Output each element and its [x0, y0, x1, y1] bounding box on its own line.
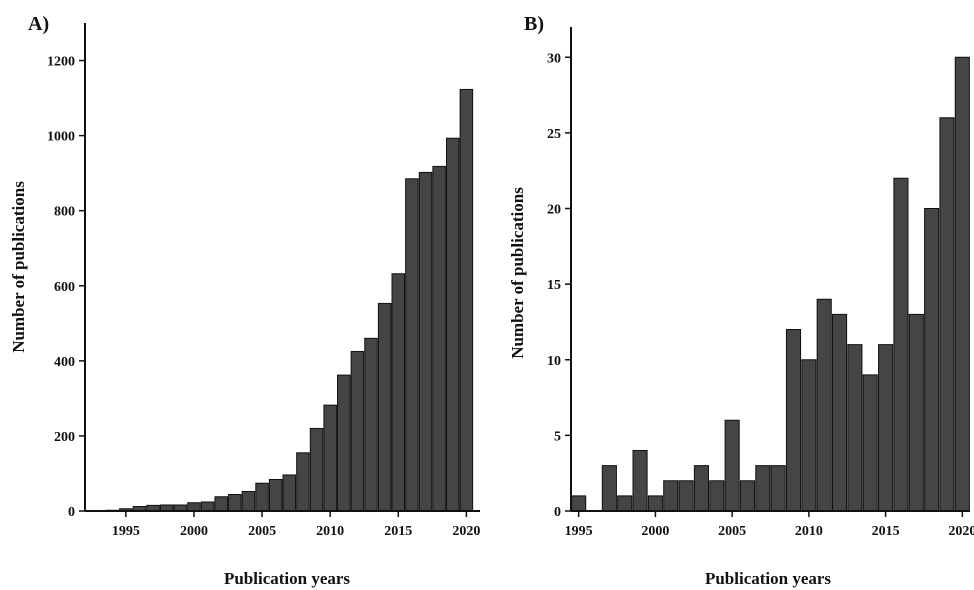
chart-a-bar-2012 — [350, 350, 365, 512]
chart-a-bar-2015 — [391, 273, 406, 512]
chart-b-bar-2001 — [663, 480, 679, 512]
chart-b-bar-2015 — [878, 344, 894, 512]
chart-b-bar-1999 — [632, 450, 648, 512]
chart-b-bar-2013 — [847, 344, 863, 512]
chart-a-bar-2009 — [309, 427, 324, 512]
chart-b-y-tick-label: 30 — [547, 51, 561, 66]
chart-b-x-tick-label: 2020 — [948, 524, 974, 539]
chart-b-xticks: 1995 2000 2005 2010 2015 2020 — [565, 511, 974, 539]
chart-a-x-tick-label: 2005 — [248, 524, 276, 539]
chart-b-bar-2002 — [678, 480, 694, 512]
chart-a-bar-2016 — [405, 178, 419, 512]
chart-b-y-axis-title: Number of publications — [508, 187, 527, 359]
chart-b-bar-2000 — [647, 495, 663, 512]
chart-a-bar-2018 — [432, 165, 446, 512]
chart-a-x-tick-label: 2010 — [316, 524, 344, 539]
chart-b-bar-2006 — [739, 480, 756, 512]
chart-b-bar-2012 — [832, 313, 848, 512]
chart-a-bar-2013 — [364, 337, 378, 512]
chart-b-y-tick-label: 0 — [554, 505, 561, 520]
chart-a-bar-2001 — [200, 501, 215, 512]
chart-b: B) 0 5 10 15 20 25 30 1995 2000 2005 2010 2015 2020… — [508, 13, 974, 588]
chart-b-bar-2007 — [755, 465, 771, 512]
chart-a-xticks: 1995 2000 2005 2010 2015 2020 — [112, 511, 480, 539]
chart-a-y-tick-label: 1000 — [47, 130, 75, 145]
chart-a-x-tick-label: 2000 — [180, 524, 208, 539]
chart-b-bar-2019 — [939, 117, 955, 512]
chart-a-bar-2020 — [459, 88, 474, 512]
panel-b-label: B) — [524, 13, 544, 35]
chart-b-bar-2004 — [709, 480, 725, 512]
chart-b-bar-2010 — [801, 359, 817, 512]
chart-a-y-axis-title: Number of publications — [9, 181, 28, 353]
chart-a-bar-2006 — [268, 478, 283, 512]
chart-a-bar-2003 — [228, 493, 242, 512]
chart-b-x-axis-title: Publication years — [705, 569, 831, 588]
chart-b-bar-2018 — [924, 208, 940, 512]
chart-b-bar-1995 — [571, 495, 587, 512]
chart-a-y-tick-label: 0 — [68, 505, 75, 520]
chart-a: A) 0 200 400 600 800 1000 1200 1995 2000 2005 201… — [9, 13, 480, 588]
chart-b-bar-2014 — [862, 374, 878, 512]
panel-a-label: A) — [28, 13, 49, 35]
chart-b-bar-2020 — [954, 56, 970, 512]
chart-a-bar-2010 — [323, 404, 337, 512]
chart-a-bar-2002 — [214, 496, 228, 512]
chart-b-y-tick-label: 10 — [547, 354, 561, 369]
chart-a-bars — [105, 88, 474, 512]
chart-a-bar-2007 — [282, 474, 297, 512]
chart-b-bar-2008 — [770, 465, 786, 512]
chart-b-y-tick-label: 20 — [547, 203, 561, 218]
chart-a-bar-2000 — [187, 502, 201, 512]
chart-a-bar-2014 — [377, 302, 392, 512]
chart-b-bar-2009 — [785, 329, 802, 512]
chart-b-x-tick-label: 2005 — [718, 524, 746, 539]
chart-b-bar-2003 — [693, 465, 710, 512]
chart-a-x-tick-label: 2015 — [384, 524, 412, 539]
chart-a-x-tick-label: 2020 — [452, 524, 480, 539]
chart-a-bar-2005 — [255, 482, 269, 512]
chart-b-y-tick-label: 25 — [547, 127, 561, 142]
chart-a-bar-2019 — [445, 137, 460, 512]
chart-a-y-tick-label: 400 — [54, 355, 75, 370]
chart-a-bar-2011 — [337, 374, 351, 512]
chart-a-x-axis-title: Publication years — [224, 569, 350, 588]
chart-b-bar-1998 — [617, 495, 633, 512]
chart-b-bar-2017 — [908, 313, 924, 512]
chart-a-y-tick-label: 800 — [54, 205, 75, 220]
chart-b-yticks: 0 5 10 15 20 25 30 — [547, 51, 571, 520]
chart-b-x-tick-label: 1995 — [565, 524, 593, 539]
chart-b-y-tick-label: 5 — [554, 429, 561, 444]
chart-b-x-tick-label: 2015 — [872, 524, 900, 539]
chart-b-bars — [571, 56, 970, 512]
chart-a-bar-2017 — [418, 171, 433, 512]
chart-a-y-tick-label: 600 — [54, 280, 75, 295]
chart-a-yticks: 0 200 400 600 800 1000 1200 — [47, 55, 85, 520]
chart-b-x-tick-label: 2010 — [795, 524, 823, 539]
chart-b-bar-2016 — [893, 177, 909, 512]
chart-a-y-tick-label: 1200 — [47, 55, 75, 70]
chart-b-bar-2011 — [816, 298, 832, 512]
chart-b-x-tick-label: 2000 — [641, 524, 669, 539]
chart-a-bar-2004 — [241, 490, 256, 512]
chart-b-bar-2005 — [724, 419, 740, 512]
chart-b-y-tick-label: 15 — [547, 278, 561, 293]
chart-b-bar-1997 — [601, 465, 617, 512]
chart-a-bar-2008 — [296, 452, 310, 512]
chart-a-x-tick-label: 1995 — [112, 524, 140, 539]
chart-a-y-tick-label: 200 — [54, 430, 75, 445]
